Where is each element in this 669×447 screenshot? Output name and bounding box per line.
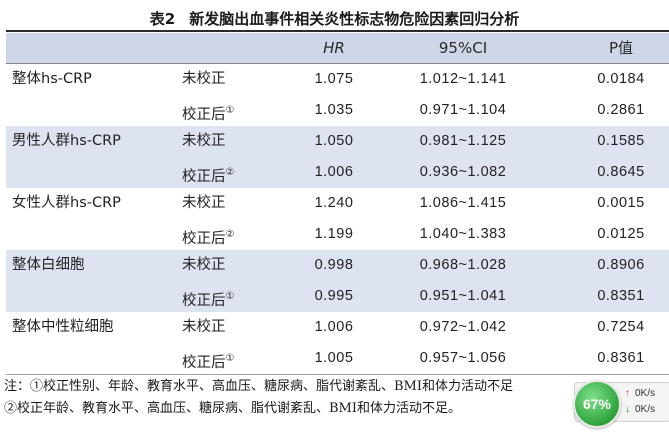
ci-value: 0.971~1.104	[419, 102, 507, 118]
condition-cell: 未校正	[182, 312, 226, 343]
table-notes: 注：①校正性别、年龄、教育水平、高血压、糖尿病、脂代谢紊乱、BMI和体力活动不足…	[4, 376, 644, 420]
condition-label: 未校正	[182, 195, 226, 211]
top-rule	[6, 30, 669, 32]
group-name: 整体hs-CRP	[12, 71, 92, 87]
ci-value: 0.972~1.042	[419, 319, 507, 335]
group-name: 整体中性粒细胞	[12, 319, 114, 335]
p-value: 0.0184	[597, 71, 645, 87]
header-ci: 95%CI	[438, 39, 488, 57]
download-arrow-icon: ↓	[625, 404, 630, 415]
table-caption: 新发脑出血事件相关炎性标志物危险因素回归分析	[189, 10, 520, 28]
note-line-1: 注：①校正性别、年龄、教育水平、高血压、糖尿病、脂代谢紊乱、BMI和体力活动不足	[4, 379, 514, 394]
condition-label: 校正后	[182, 293, 226, 309]
hr-value: 0.995	[314, 288, 354, 304]
condition-cell: 校正后①	[182, 95, 234, 126]
condition-cell: 校正后①	[182, 343, 234, 374]
p-value: 0.8361	[597, 350, 645, 366]
table-group: 整体hs-CRP 未校正 1.075 1.012~1.141 0.0184 校正后① 1.0…	[6, 64, 669, 127]
table-number: 表2	[149, 10, 176, 28]
condition-cell: 未校正	[182, 250, 226, 281]
header-p: P值	[608, 39, 634, 57]
table-group: 整体中性粒细胞 未校正 1.006 0.972~1.042 0.7254 校正后① 1.00…	[6, 312, 669, 375]
table-group: 整体白细胞 未校正 0.998 0.968~1.028 0.8906 校正后① 0.995 0…	[6, 250, 669, 313]
ci-value: 1.086~1.415	[419, 195, 507, 211]
footnote-marker: ②	[225, 167, 235, 178]
note-line-2: ②校正年龄、教育水平、高血压、糖尿病、脂代谢紊乱、BMI和体力活动不足。	[4, 401, 461, 416]
condition-cell: 校正后②	[182, 219, 234, 250]
ci-value: 1.012~1.141	[419, 71, 507, 87]
condition-cell: 未校正	[182, 126, 226, 157]
network-speed-widget[interactable]: 67% ↑ 0K/s ↓ 0K/s	[573, 380, 669, 428]
hr-value: 1.005	[314, 350, 354, 366]
condition-label: 校正后	[182, 355, 226, 371]
ci-value: 0.957~1.056	[419, 350, 507, 366]
group-name: 男性人群hs-CRP	[12, 133, 121, 149]
footnote-marker: ①	[225, 353, 235, 364]
ci-value: 0.981~1.125	[419, 133, 507, 149]
condition-cell: 未校正	[182, 188, 226, 219]
condition-label: 未校正	[182, 257, 226, 273]
p-value: 0.7254	[597, 319, 645, 335]
download-speed: ↓ 0K/s	[625, 403, 655, 417]
hr-value: 1.050	[314, 133, 354, 149]
header-hr: HR	[323, 39, 345, 57]
footnote-marker: ②	[225, 229, 235, 240]
condition-label: 未校正	[182, 319, 226, 335]
table-header: HR 95%CI P值	[6, 33, 669, 64]
condition-cell: 未校正	[182, 64, 226, 95]
table-group: 男性人群hs-CRP 未校正 1.050 0.981~1.125 0.1585 校正后② 1…	[6, 126, 669, 189]
hr-value: 1.006	[314, 319, 354, 335]
ci-value: 0.951~1.041	[419, 288, 507, 304]
table-group: 女性人群hs-CRP 未校正 1.240 1.086~1.415 0.0015 校正后② 1…	[6, 188, 669, 251]
footnote-marker: ①	[225, 105, 235, 116]
condition-cell: 校正后②	[182, 157, 234, 188]
condition-label: 校正后	[182, 169, 226, 185]
ci-value: 1.040~1.383	[419, 226, 507, 242]
condition-cell: 校正后①	[182, 281, 234, 312]
p-value: 0.0015	[597, 195, 645, 211]
condition-label: 未校正	[182, 71, 226, 87]
hr-value: 1.199	[314, 226, 354, 242]
ci-value: 0.936~1.082	[419, 164, 507, 180]
condition-label: 校正后	[182, 107, 226, 123]
download-speed-value: 0K/s	[635, 404, 656, 415]
condition-label: 未校正	[182, 133, 226, 149]
p-value: 0.8645	[597, 164, 645, 180]
footnote-marker: ①	[225, 291, 235, 302]
upload-arrow-icon: ↑	[625, 388, 630, 399]
upload-speed: ↑ 0K/s	[625, 387, 655, 401]
condition-label: 校正后	[182, 231, 226, 247]
p-value: 0.8906	[597, 257, 645, 273]
p-value: 0.0125	[597, 226, 645, 242]
group-name: 整体白细胞	[12, 257, 85, 273]
ci-value: 0.968~1.028	[419, 257, 507, 273]
table-title: 表2 新发脑出血事件相关炎性标志物危险因素回归分析	[0, 8, 669, 29]
usage-badge[interactable]: 67%	[573, 380, 621, 428]
hr-value: 1.240	[314, 195, 354, 211]
group-name: 女性人群hs-CRP	[12, 195, 121, 211]
p-value: 0.1585	[597, 133, 645, 149]
upload-speed-value: 0K/s	[635, 388, 656, 399]
p-value: 0.8351	[597, 288, 645, 304]
p-value: 0.2861	[597, 102, 645, 118]
hr-value: 1.006	[314, 164, 354, 180]
hr-value: 1.075	[314, 71, 354, 87]
hr-value: 0.998	[314, 257, 354, 273]
hr-value: 1.035	[314, 102, 354, 118]
